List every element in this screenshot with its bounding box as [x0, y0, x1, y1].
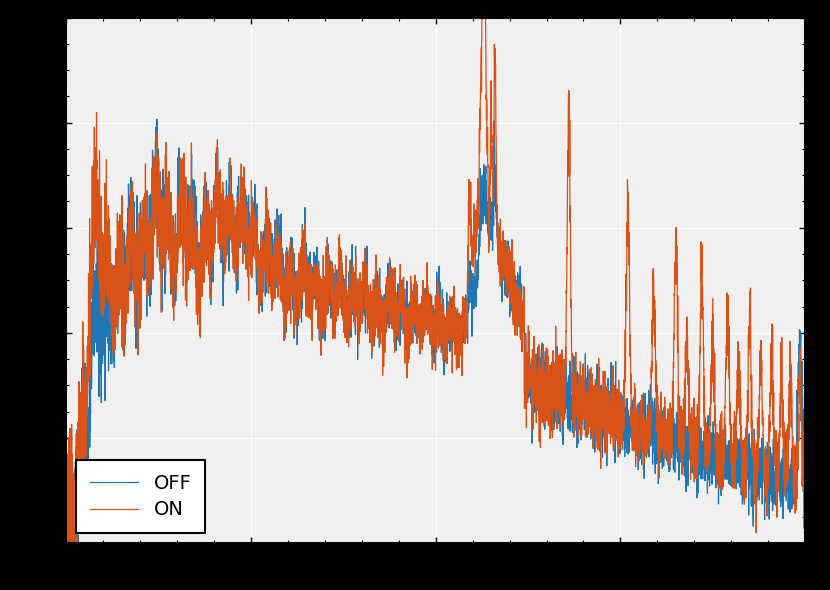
ON	[61, 539, 71, 546]
ON	[344, 284, 354, 291]
OFF	[152, 116, 162, 123]
OFF	[542, 367, 552, 374]
ON	[800, 486, 810, 493]
ON	[669, 335, 679, 342]
ON	[505, 300, 515, 307]
OFF	[63, 539, 73, 546]
OFF	[669, 424, 679, 431]
ON	[613, 389, 622, 396]
Line: OFF: OFF	[66, 119, 805, 543]
ON	[61, 530, 71, 537]
OFF	[800, 500, 810, 507]
OFF	[344, 294, 354, 301]
OFF	[505, 313, 515, 320]
ON	[196, 284, 206, 291]
ON	[542, 390, 552, 397]
Legend: OFF, ON: OFF, ON	[76, 460, 205, 533]
OFF	[61, 493, 71, 500]
OFF	[613, 444, 622, 451]
Line: ON: ON	[66, 18, 805, 543]
ON	[477, 14, 487, 21]
OFF	[196, 268, 206, 276]
